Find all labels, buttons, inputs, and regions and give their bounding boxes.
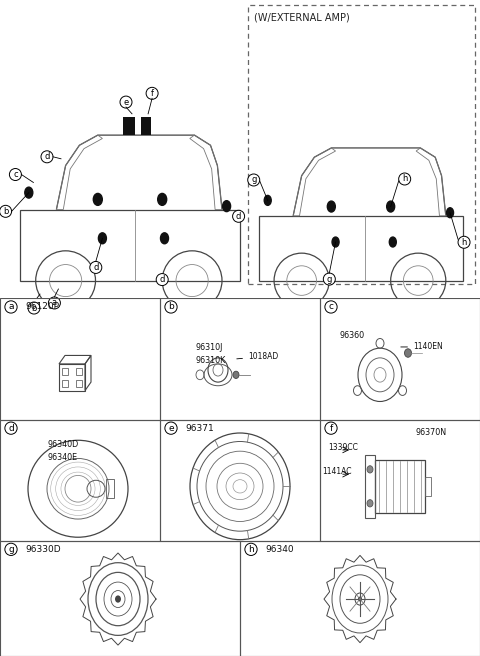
Circle shape <box>367 500 373 507</box>
Text: 1140EN: 1140EN <box>401 342 443 352</box>
Bar <box>425 477 431 496</box>
Circle shape <box>115 596 121 603</box>
Text: a: a <box>8 302 14 312</box>
Circle shape <box>358 596 362 602</box>
Bar <box>160 420 320 541</box>
Text: f: f <box>329 424 333 433</box>
Text: a: a <box>52 298 57 308</box>
Ellipse shape <box>93 194 102 205</box>
Bar <box>0 298 160 420</box>
Bar <box>106 479 114 499</box>
Bar <box>320 298 480 420</box>
Text: g: g <box>251 176 256 184</box>
Text: d: d <box>159 275 165 284</box>
Text: 96310J
96310K: 96310J 96310K <box>195 343 225 365</box>
Text: h: h <box>402 174 408 184</box>
Bar <box>0 541 240 656</box>
Circle shape <box>367 466 373 473</box>
Ellipse shape <box>264 195 271 205</box>
Ellipse shape <box>446 208 454 218</box>
Circle shape <box>233 371 239 379</box>
Ellipse shape <box>387 201 395 212</box>
Text: 96370N: 96370N <box>415 428 446 437</box>
Bar <box>375 460 425 513</box>
Bar <box>76 367 82 375</box>
Text: 96371: 96371 <box>185 424 214 433</box>
Ellipse shape <box>160 233 168 244</box>
Bar <box>160 298 320 420</box>
Text: 96120P: 96120P <box>25 302 59 312</box>
Text: 1018AD: 1018AD <box>237 352 278 361</box>
Text: d: d <box>8 424 14 433</box>
Text: d: d <box>93 263 98 272</box>
Text: g: g <box>8 545 14 554</box>
Text: 96340: 96340 <box>265 545 294 554</box>
Text: (W/EXTERNAL AMP): (W/EXTERNAL AMP) <box>254 13 350 23</box>
Bar <box>320 420 480 541</box>
Ellipse shape <box>223 201 230 212</box>
Text: c: c <box>13 170 18 179</box>
Bar <box>248 5 475 283</box>
Bar <box>62 380 68 387</box>
Bar <box>62 367 68 375</box>
Text: b: b <box>31 304 36 312</box>
Text: 96330D: 96330D <box>25 545 60 554</box>
Bar <box>0 420 160 541</box>
Text: 96340D
96340E: 96340D 96340E <box>48 440 79 462</box>
Text: h: h <box>248 545 254 554</box>
Bar <box>59 364 85 390</box>
Ellipse shape <box>25 187 33 198</box>
Text: e: e <box>168 424 174 433</box>
Text: b: b <box>168 302 174 312</box>
Text: d: d <box>44 152 50 161</box>
Ellipse shape <box>332 237 339 247</box>
Bar <box>141 117 151 134</box>
Ellipse shape <box>327 201 336 212</box>
Text: f: f <box>151 89 154 98</box>
Ellipse shape <box>98 233 107 244</box>
Circle shape <box>405 349 411 358</box>
Bar <box>240 541 480 656</box>
Text: c: c <box>328 302 334 312</box>
Text: h: h <box>461 237 467 247</box>
Text: d: d <box>236 212 241 221</box>
Ellipse shape <box>158 194 167 205</box>
Text: 1339CC: 1339CC <box>328 443 358 452</box>
Text: b: b <box>3 207 8 216</box>
Bar <box>365 455 375 518</box>
Text: 96360: 96360 <box>340 331 365 340</box>
Text: e: e <box>123 98 129 106</box>
Text: 1141AC: 1141AC <box>322 467 351 476</box>
Bar <box>123 117 135 134</box>
Ellipse shape <box>389 237 396 247</box>
Bar <box>76 380 82 387</box>
Text: g: g <box>326 275 332 283</box>
